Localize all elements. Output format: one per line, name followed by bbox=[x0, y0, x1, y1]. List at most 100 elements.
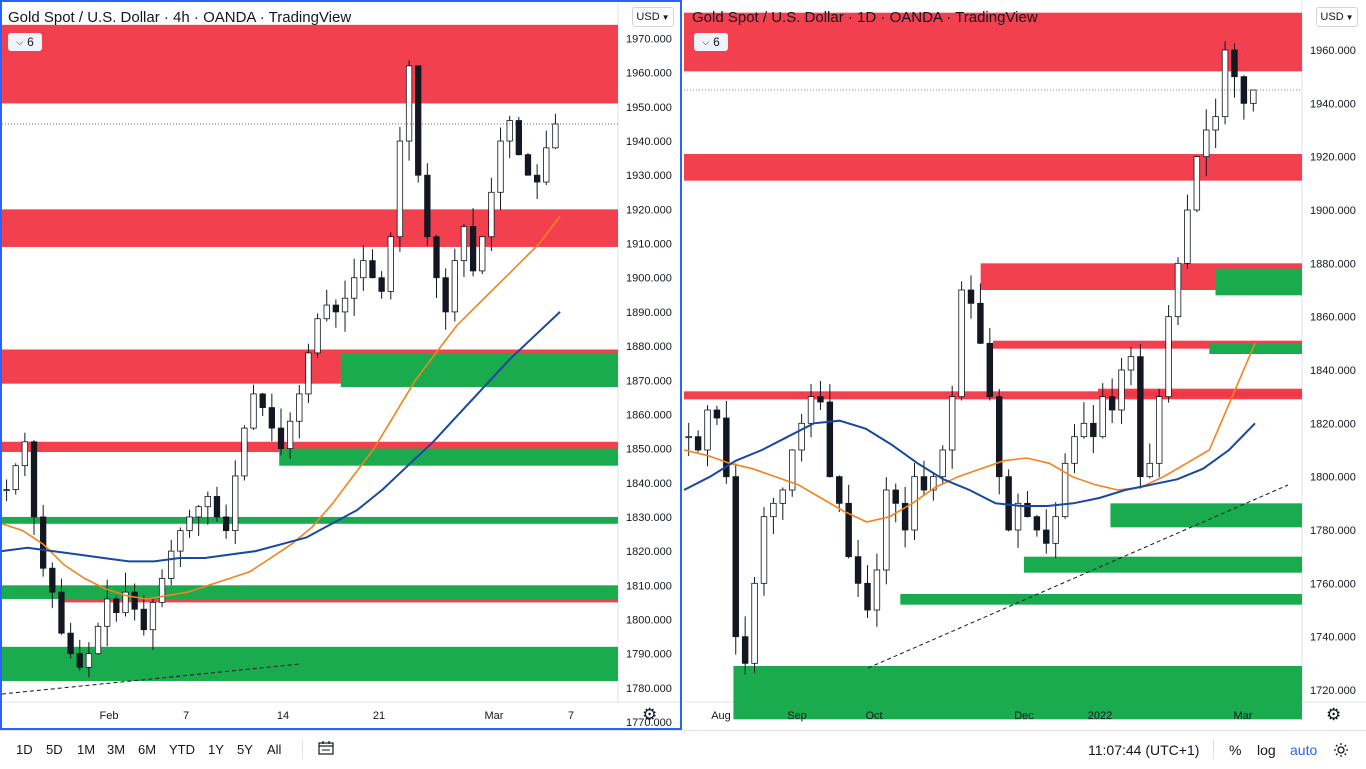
candle-body bbox=[222, 516, 230, 532]
candle-body bbox=[405, 65, 413, 142]
time-tick-label: 7 bbox=[568, 710, 574, 722]
percent-toggle[interactable]: % bbox=[1229, 742, 1242, 758]
right-chart-canvas[interactable]: 1960.000 1940.000 1920.000 1900.000 1880.000… bbox=[683, 0, 1366, 730]
candle-body bbox=[836, 476, 843, 504]
candle-body bbox=[1155, 396, 1163, 464]
candle-body bbox=[232, 475, 239, 532]
time-tick-label: Oct bbox=[865, 710, 882, 722]
candle-body bbox=[1221, 49, 1229, 118]
candle-body bbox=[920, 476, 928, 491]
ma-slow-line bbox=[1, 311, 561, 563]
candle-body bbox=[433, 236, 440, 279]
timeframe-all[interactable]: All bbox=[267, 742, 282, 757]
timeframe-5d[interactable]: 5D bbox=[46, 742, 63, 757]
price-tick-label: 1720.000 bbox=[1310, 685, 1356, 697]
candle-body bbox=[323, 304, 330, 320]
gear-icon[interactable]: ⚙ bbox=[1326, 705, 1342, 724]
time-tick-label: Mar bbox=[1234, 710, 1253, 722]
candle-body bbox=[460, 226, 468, 262]
timeframe-1y[interactable]: 1Y bbox=[208, 742, 224, 757]
candle-body bbox=[817, 396, 824, 403]
gear-icon[interactable]: ⚙ bbox=[642, 705, 658, 724]
candle-body bbox=[901, 502, 909, 531]
candle-body bbox=[977, 302, 984, 344]
right-legend-toggle[interactable]: ⌵ 6 bbox=[694, 33, 728, 51]
left-chart-canvas[interactable]: 1970.000 1960.000 1950.000 1940.000 1930.000… bbox=[0, 0, 682, 730]
candle-body bbox=[770, 502, 777, 518]
candle-body bbox=[864, 582, 871, 611]
candle-body bbox=[3, 489, 10, 492]
timeframe-6m[interactable]: 6M bbox=[138, 742, 157, 757]
ma-fast-line bbox=[1, 215, 561, 600]
candle-body bbox=[1231, 49, 1238, 78]
timeframe-ytd[interactable]: YTD bbox=[169, 742, 195, 757]
price-tick-label: 1880.000 bbox=[626, 341, 672, 353]
candle-body bbox=[1127, 356, 1135, 371]
candle-body bbox=[1014, 502, 1022, 531]
candle-body bbox=[104, 598, 111, 627]
timeframe-1m[interactable]: 1M bbox=[77, 742, 96, 757]
right-currency-select[interactable]: USD ▼ bbox=[1316, 7, 1358, 27]
candle-body bbox=[826, 401, 834, 478]
candle-body bbox=[479, 236, 486, 272]
price-tick-label: 1920.000 bbox=[626, 204, 672, 216]
left-currency-select[interactable]: USD ▼ bbox=[632, 7, 674, 27]
demand-zone bbox=[1110, 503, 1302, 528]
time-tick-label: Mar bbox=[485, 710, 504, 722]
candle-body bbox=[314, 318, 321, 354]
price-tick-label: 1940.000 bbox=[1310, 98, 1356, 110]
candle-body bbox=[177, 530, 184, 552]
candle-body bbox=[369, 260, 376, 279]
candle-body bbox=[241, 427, 248, 477]
candle-body bbox=[807, 396, 815, 424]
price-tick-label: 1800.000 bbox=[1310, 472, 1356, 484]
auto-toggle[interactable]: auto bbox=[1290, 742, 1318, 758]
price-tick-label: 1910.000 bbox=[626, 239, 672, 251]
left-chart-pane[interactable]: 1970.000 1960.000 1950.000 1940.000 1930.000… bbox=[0, 0, 682, 730]
candle-body bbox=[204, 496, 211, 508]
candle-body bbox=[305, 352, 312, 395]
timeframe-5y[interactable]: 5Y bbox=[237, 742, 253, 757]
price-tick-label: 1760.000 bbox=[1310, 578, 1356, 590]
candle-body bbox=[122, 591, 129, 614]
candle-body bbox=[1099, 396, 1106, 438]
candle-body bbox=[469, 226, 477, 272]
timeframe-1d[interactable]: 1D bbox=[16, 742, 33, 757]
candle-body bbox=[341, 297, 349, 313]
candle-body bbox=[1240, 76, 1248, 104]
candle-body bbox=[798, 422, 805, 451]
candle-body bbox=[854, 556, 862, 584]
timeframe-3m[interactable]: 3M bbox=[107, 742, 126, 757]
supply-zone bbox=[684, 12, 1302, 72]
price-tick-label: 1770.000 bbox=[626, 717, 672, 729]
candle-body bbox=[296, 393, 303, 422]
demand-zone bbox=[2, 516, 618, 524]
toolbar-divider bbox=[302, 739, 303, 759]
calendar-range-icon[interactable] bbox=[318, 741, 334, 755]
candle-body bbox=[140, 608, 147, 631]
price-tick-label: 1840.000 bbox=[1310, 365, 1356, 377]
price-tick-label: 1860.000 bbox=[1310, 312, 1356, 324]
log-toggle[interactable]: log bbox=[1257, 742, 1276, 758]
candle-body bbox=[1212, 116, 1219, 131]
candle-body bbox=[131, 591, 138, 610]
price-tick-label: 1970.000 bbox=[626, 34, 672, 46]
clock-timezone[interactable]: 11:07:44 (UTC+1) bbox=[1088, 742, 1200, 758]
time-tick-label: 2022 bbox=[1088, 710, 1112, 722]
candle-body bbox=[1146, 462, 1154, 478]
left-currency-label: USD bbox=[636, 11, 660, 23]
demand-zone bbox=[733, 666, 1302, 720]
candle-body bbox=[1137, 356, 1144, 478]
left-legend-toggle[interactable]: ⌵ 6 bbox=[8, 33, 42, 51]
candle-body bbox=[1061, 462, 1069, 518]
price-tick-label: 1850.000 bbox=[626, 444, 672, 456]
right-chart-pane[interactable]: 1960.000 1940.000 1920.000 1900.000 1880.000… bbox=[683, 0, 1366, 730]
price-tick-label: 1900.000 bbox=[626, 273, 672, 285]
candle-body bbox=[158, 578, 166, 603]
candle-body bbox=[76, 653, 83, 668]
settings-icon[interactable] bbox=[1333, 742, 1349, 758]
candle-body bbox=[424, 174, 431, 238]
demand-zone bbox=[900, 594, 1302, 605]
candle-body bbox=[779, 489, 787, 504]
price-tick-label: 1870.000 bbox=[626, 375, 672, 387]
